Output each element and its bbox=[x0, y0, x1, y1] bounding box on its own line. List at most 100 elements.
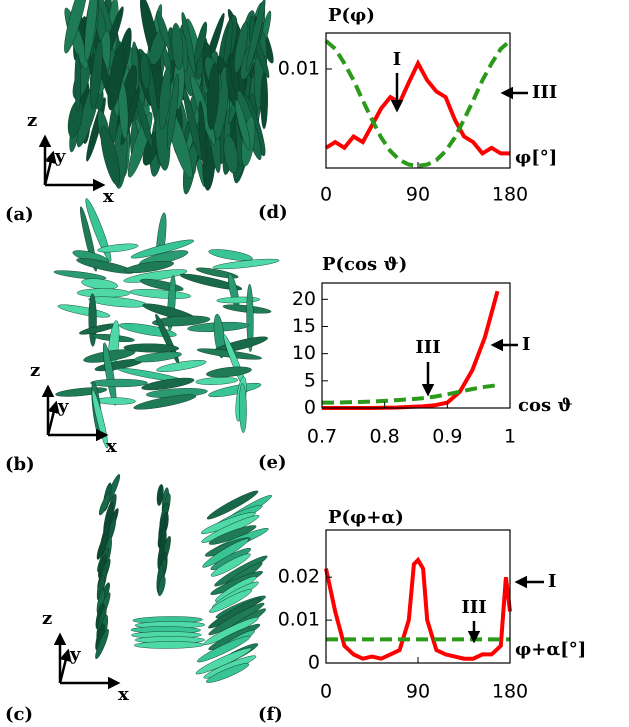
x-axis-label: φ+α[°] bbox=[515, 639, 586, 660]
ellipsoid bbox=[194, 21, 208, 65]
ellipsoid bbox=[133, 641, 205, 649]
ellipsoid bbox=[156, 10, 171, 50]
ellipsoid bbox=[198, 100, 207, 170]
ellipsoid bbox=[212, 258, 280, 270]
ellipsoid bbox=[85, 198, 112, 262]
y-tick-label: 5 bbox=[304, 369, 316, 391]
ellipsoid bbox=[238, 383, 247, 433]
ellipsoid bbox=[76, 288, 131, 298]
axis-arrow bbox=[58, 648, 72, 684]
ellipsoid bbox=[100, 126, 121, 186]
ellipsoid bbox=[260, 71, 268, 130]
annotation: III bbox=[461, 597, 486, 618]
ellipsoid bbox=[102, 342, 117, 406]
axis-label: z bbox=[42, 608, 52, 629]
y-tick-label: 0 bbox=[308, 652, 320, 674]
ellipsoid bbox=[234, 99, 251, 151]
x-tick-label: 180 bbox=[492, 184, 528, 206]
y-tick-label: 0.01 bbox=[278, 609, 320, 631]
y-tick-label: 20 bbox=[292, 288, 316, 310]
ellipsoid bbox=[208, 382, 262, 398]
panel-label: (d) bbox=[258, 202, 288, 223]
panel-label: (c) bbox=[5, 704, 33, 725]
x-tick-label: 90 bbox=[406, 681, 430, 703]
data-line bbox=[322, 383, 498, 405]
axis-arrow bbox=[46, 400, 60, 436]
axis-label: x bbox=[106, 436, 117, 457]
annotation: III bbox=[415, 337, 440, 358]
ellipsoid bbox=[133, 351, 182, 363]
ellipsoid bbox=[124, 260, 174, 274]
ellipsoid bbox=[195, 377, 239, 385]
y-axis-label: P(cos ϑ) bbox=[322, 254, 407, 275]
ellipsoid bbox=[210, 553, 251, 577]
ellipsoid bbox=[179, 273, 243, 291]
ellipsoid bbox=[216, 296, 261, 304]
ellipsoid bbox=[246, 283, 254, 353]
y-axis-label: P(φ) bbox=[328, 5, 375, 26]
panel-label: (f) bbox=[258, 704, 283, 725]
x-tick-label: 0 bbox=[320, 681, 332, 703]
data-line bbox=[324, 59, 510, 157]
axis-label: z bbox=[27, 110, 37, 131]
data-line bbox=[324, 556, 512, 661]
ellipsoid bbox=[141, 377, 195, 391]
ellipsoid bbox=[197, 635, 251, 663]
axis-arrow bbox=[43, 150, 57, 186]
panel-label: (a) bbox=[5, 204, 34, 225]
ellipsoid bbox=[123, 343, 179, 353]
x-tick-label: 0.8 bbox=[370, 426, 400, 448]
y-tick-label: 0 bbox=[304, 397, 316, 419]
ellipsoid bbox=[90, 378, 148, 388]
ellipsoid bbox=[156, 360, 207, 372]
panel-label: (b) bbox=[5, 454, 35, 475]
ellipsoid bbox=[152, 315, 211, 327]
panel-label: (e) bbox=[258, 452, 287, 473]
ellipsoid bbox=[74, 53, 81, 113]
ellipsoid bbox=[206, 490, 259, 520]
x-axis-label: cos ϑ bbox=[518, 395, 573, 416]
ellipsoid bbox=[95, 397, 136, 405]
ellipsoid bbox=[208, 249, 253, 261]
ellipsoid bbox=[158, 67, 172, 130]
ellipsoid bbox=[57, 304, 111, 318]
ellipsoid bbox=[140, 52, 151, 90]
ellipsoid bbox=[84, 0, 98, 62]
ellipsoid bbox=[97, 243, 139, 253]
ellipsoid bbox=[53, 270, 107, 280]
ellipsoid bbox=[64, 0, 89, 54]
ellipsoid bbox=[157, 575, 166, 597]
ellipsoid bbox=[133, 394, 197, 410]
ellipsoid bbox=[98, 492, 111, 516]
x-axis-label: φ[°] bbox=[515, 147, 557, 168]
ellipsoid bbox=[227, 273, 240, 309]
ellipsoid bbox=[223, 333, 248, 393]
y-tick-label: 15 bbox=[292, 315, 316, 337]
ellipsoid bbox=[206, 366, 252, 378]
y-tick-label: 0.01 bbox=[278, 58, 320, 80]
ellipsoid bbox=[246, 0, 266, 72]
x-tick-label: 90 bbox=[406, 184, 430, 206]
ellipsoid bbox=[206, 62, 220, 130]
ellipsoid bbox=[223, 135, 239, 174]
axis-label: x bbox=[103, 186, 114, 207]
axis-label: z bbox=[30, 360, 40, 381]
annotation: I bbox=[522, 334, 530, 355]
x-tick-label: 1 bbox=[504, 426, 516, 448]
axis-label: y bbox=[57, 396, 69, 417]
plot-frame bbox=[325, 32, 511, 169]
axis-label: x bbox=[118, 684, 129, 705]
y-axis-label: P(φ+α) bbox=[328, 507, 404, 528]
ellipsoid bbox=[171, 22, 184, 70]
ellipsoid bbox=[195, 267, 239, 279]
y-tick-label: 10 bbox=[292, 342, 316, 364]
ellipsoid bbox=[234, 21, 249, 73]
ellipsoid bbox=[107, 43, 125, 111]
ellipsoid bbox=[130, 239, 195, 259]
axis-label: y bbox=[69, 644, 81, 665]
data-line bbox=[324, 39, 512, 168]
annotation: I bbox=[548, 571, 556, 592]
x-tick-label: 0.7 bbox=[307, 426, 337, 448]
x-tick-label: 180 bbox=[492, 681, 528, 703]
